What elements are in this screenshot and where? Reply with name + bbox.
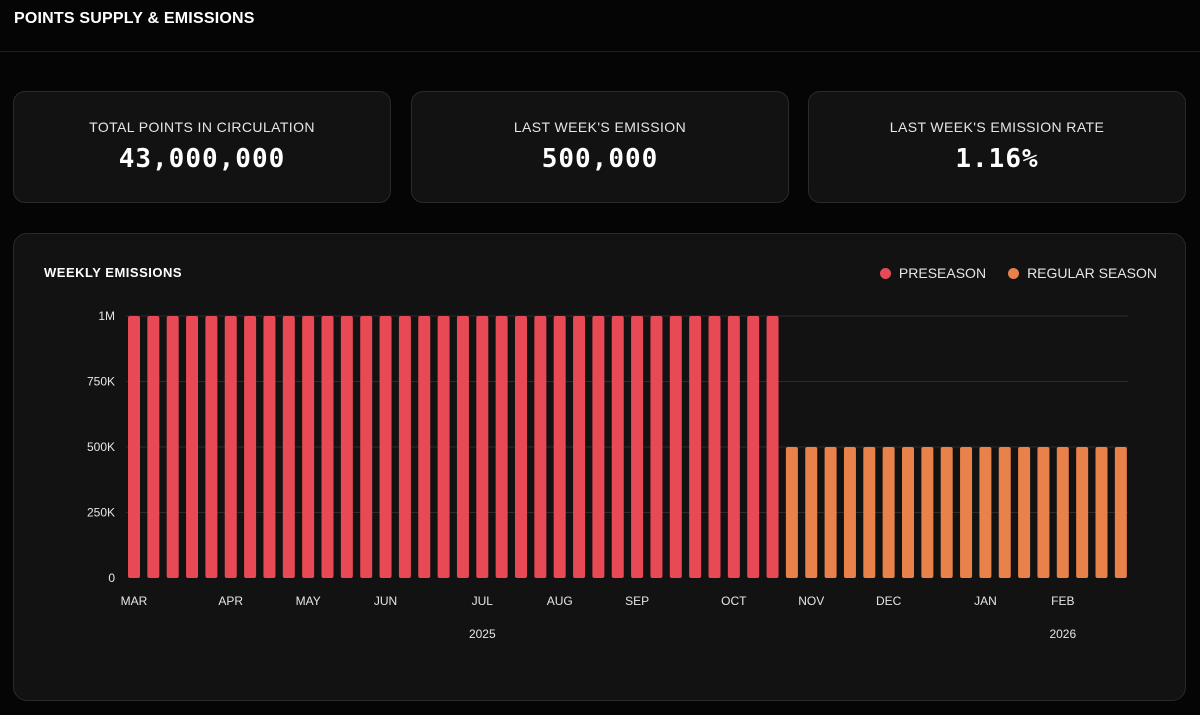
bar-preseason	[456, 316, 469, 578]
bar-preseason	[186, 316, 199, 578]
bar-preseason	[244, 316, 257, 578]
bar-preseason	[128, 316, 140, 578]
bar-preseason	[515, 316, 527, 578]
bar-preseason	[573, 316, 586, 578]
stat-card-total-points: TOTAL POINTS IN CIRCULATION 43,000,000	[13, 91, 391, 203]
y-tick-label: 1M	[98, 309, 115, 323]
bar-regular-season	[998, 447, 1011, 578]
bar-preseason	[166, 316, 179, 578]
bar-preseason	[302, 316, 315, 578]
bar-preseason	[340, 316, 353, 578]
weekly-emissions-chart: 0 250K 500K 750K 1M MAR APR MAY JUN JUL AUG SEP OCT N…	[87, 309, 1128, 641]
legend-dot-regular-season	[1008, 267, 1020, 279]
x-year-label: 2025	[469, 627, 496, 641]
legend-item-regular-season[interactable]: REGULAR SEASON	[1008, 265, 1157, 281]
bar-preseason	[263, 316, 276, 578]
x-tick-label: JUL	[472, 594, 494, 608]
y-tick-label: 250K	[87, 506, 115, 520]
stat-card-last-week-emission: LAST WEEK'S EMISSION 500,000	[411, 91, 789, 203]
bar-regular-season	[824, 447, 837, 578]
bar-preseason	[611, 316, 624, 578]
x-tick-label: NOV	[798, 594, 824, 608]
stat-label-total-points: TOTAL POINTS IN CIRCULATION	[89, 119, 315, 135]
stat-value-emission-rate: 1.16%	[955, 144, 1039, 174]
stat-label-emission-rate: LAST WEEK'S EMISSION RATE	[889, 119, 1105, 135]
x-tick-label: SEP	[625, 594, 649, 608]
bar-preseason	[669, 316, 682, 578]
chart-legend: PRESEASON REGULAR SEASON	[879, 265, 1157, 281]
bar-regular-season	[940, 447, 953, 578]
bar-preseason	[727, 316, 740, 578]
bar-preseason	[476, 316, 489, 578]
x-tick-label: MAY	[296, 594, 321, 608]
legend-label-regular-season: REGULAR SEASON	[1027, 265, 1157, 281]
x-tick-label: FEB	[1051, 594, 1074, 608]
bar-preseason	[708, 316, 721, 578]
stat-value-total-points: 43,000,000	[118, 144, 286, 174]
bar-regular-season	[882, 447, 895, 578]
bar-regular-season	[1076, 447, 1089, 578]
bar-regular-season	[843, 447, 856, 578]
bar-regular-season	[1018, 447, 1031, 578]
bar-preseason	[379, 316, 392, 578]
bar-regular-season	[1037, 447, 1050, 578]
bar-preseason	[495, 316, 508, 578]
bar-regular-season	[979, 447, 992, 578]
x-tick-label: JUN	[374, 594, 397, 608]
y-tick-label: 750K	[87, 375, 115, 389]
top-bar: POINTS SUPPLY & EMISSIONS	[0, 0, 1200, 52]
bar-preseason	[747, 316, 760, 578]
bar-preseason	[282, 316, 295, 578]
chart-title: WEEKLY EMISSIONS	[44, 265, 183, 280]
x-tick-label: MAR	[121, 594, 148, 608]
bar-preseason	[224, 316, 237, 578]
bar-preseason	[437, 316, 450, 578]
stat-label-last-week-emission: LAST WEEK'S EMISSION	[513, 119, 687, 135]
bar-preseason	[689, 316, 702, 578]
stat-card-emission-rate: LAST WEEK'S EMISSION RATE 1.16%	[808, 91, 1186, 203]
bar-preseason	[205, 316, 218, 578]
x-tick-label: OCT	[721, 594, 747, 608]
bar-regular-season	[902, 447, 914, 578]
y-tick-label: 0	[108, 571, 115, 585]
x-tick-label: APR	[218, 594, 243, 608]
bar-regular-season	[960, 447, 973, 578]
bar-regular-season	[1056, 447, 1069, 578]
y-tick-label: 500K	[87, 440, 115, 454]
bar-preseason	[418, 316, 431, 578]
weekly-emissions-card: WEEKLY EMISSIONS PRESEASON REGULAR SEASO…	[13, 233, 1186, 701]
bar-preseason	[321, 316, 334, 578]
bar-regular-season	[805, 447, 818, 578]
bar-regular-season	[785, 447, 798, 578]
bar-regular-season	[921, 447, 934, 578]
bar-regular-season	[863, 447, 876, 578]
page-title: POINTS SUPPLY & EMISSIONS	[14, 10, 255, 27]
legend-dot-preseason	[879, 267, 891, 279]
x-tick-label: JAN	[974, 594, 997, 608]
bar-preseason	[534, 316, 547, 578]
stat-value-last-week-emission: 500,000	[541, 144, 659, 174]
bar-preseason	[147, 316, 160, 578]
x-tick-label: DEC	[876, 594, 902, 608]
x-tick-label: AUG	[547, 594, 573, 608]
bar-preseason	[398, 316, 411, 578]
bar-preseason	[360, 316, 373, 578]
bar-preseason	[766, 316, 779, 578]
bar-regular-season	[1114, 447, 1127, 578]
bar-preseason	[650, 316, 663, 578]
bar-preseason	[592, 316, 605, 578]
legend-label-preseason: PRESEASON	[898, 265, 987, 281]
x-year-label: 2026	[1049, 627, 1076, 641]
bar-preseason	[631, 316, 644, 578]
legend-item-preseason[interactable]: PRESEASON	[879, 265, 987, 281]
bar-preseason	[553, 316, 566, 578]
bar-regular-season	[1095, 447, 1108, 578]
